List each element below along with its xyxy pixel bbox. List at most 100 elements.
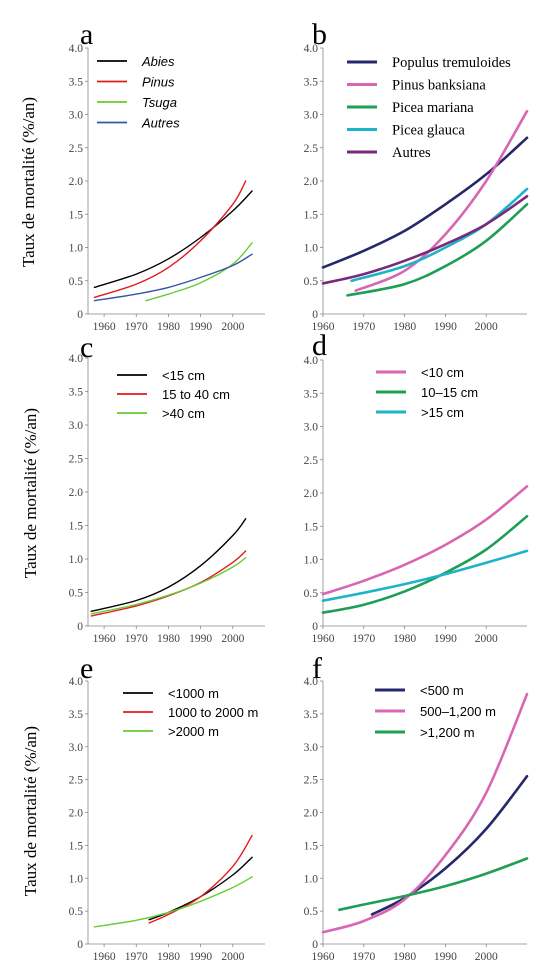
panel-c-y-tick-label: 3.0 — [69, 420, 84, 432]
panel-e-series-0-line — [148, 856, 253, 921]
panel-f-y-tick-label: 2.5 — [304, 775, 319, 787]
panel-f-y-tick-label: 1.5 — [304, 840, 319, 852]
panel-f-x-tick-label: 1960 — [312, 951, 335, 963]
panel-e-y-tick-label: 0.5 — [69, 906, 84, 918]
panel-f-y-tick-label: 0.5 — [304, 906, 319, 918]
panel-c-legend-label-2: >40 cm — [162, 406, 205, 421]
panel-b-x-tick-label: 1960 — [312, 321, 335, 333]
panel-b-x-tick-label: 1970 — [352, 321, 375, 333]
panel-f-legend-label-1: 500–1,200 m — [420, 704, 496, 719]
panel-a-series-1-line — [93, 180, 247, 299]
panel-e-y-tick-label: 0 — [77, 939, 83, 951]
panel-d-y-tick-label: 3.0 — [304, 422, 319, 434]
panel-b-y-tick-label: 3.0 — [304, 110, 319, 122]
panel-a-legend-label-0: Abies — [141, 54, 175, 69]
panel-f-y-tick-label: 4.0 — [304, 676, 319, 688]
panel-d-y-tick-label: 1.5 — [304, 521, 319, 533]
panel-d-x-tick-label: 1980 — [393, 633, 416, 645]
panel-b-y-tick-label: 3.5 — [304, 76, 319, 88]
panel-d-x-tick-label: 2000 — [475, 633, 498, 645]
panel-d-legend-label-0: <10 cm — [421, 365, 464, 380]
panel-b-y-tick-label: 0.5 — [304, 276, 319, 288]
panel-b-x-tick-label: 1990 — [434, 321, 457, 333]
panel-e-legend-label-0: <1000 m — [168, 686, 219, 701]
panel-e-y-tick-label: 1.5 — [69, 840, 84, 852]
panel-e-y-tick-label: 4.0 — [69, 676, 84, 688]
panel-a-series-0-line — [93, 190, 253, 289]
panel-c: c 0 0.5 1.0 1.5 2.0 2.5 3.0 3.5 4.0 1960 1970 1980 19… — [21, 331, 265, 645]
panel-b-series-1-line — [354, 109, 529, 292]
panel-b-series-3-line — [350, 187, 529, 283]
panel-f-legend-label-2: >1,200 m — [420, 725, 475, 740]
panel-b-series-4-line — [321, 195, 529, 285]
panel-b-legend-label-2: Picea mariana — [392, 100, 474, 116]
panel-c-y-tick-label: 1.5 — [69, 521, 84, 533]
panel-c-y-tick-label: 0.5 — [69, 588, 84, 600]
panel-b-series-0-line — [321, 136, 529, 269]
panel-d-y-tick-label: 2.5 — [304, 455, 319, 467]
panel-c-y-tick-label: 1.0 — [69, 554, 84, 566]
panel-f-x-tick-label: 1990 — [434, 951, 457, 963]
panel-c-y-axis-label: Taux de mortalité (%/an) — [21, 408, 40, 578]
panel-b-y-tick-label: 4.0 — [304, 43, 319, 55]
panel-e-y-tick-label: 1.0 — [69, 873, 84, 885]
panel-c-y-tick-label: 3.5 — [69, 387, 84, 399]
panel-b-x-tick-label: 1980 — [393, 321, 416, 333]
panel-f-y-tick-label: 2.0 — [304, 808, 319, 820]
panel-f-y-tick-label: 3.0 — [304, 742, 319, 754]
panel-f-series-1-line — [321, 692, 529, 934]
panel-f-y-tick-label: 1.0 — [304, 873, 319, 885]
panel-a-y-tick-label: 3.5 — [69, 76, 84, 88]
panel-a-x-tick-label: 1960 — [93, 321, 116, 333]
panel-e-series-2-line — [93, 876, 253, 928]
panel-c-y-tick-label: 0 — [77, 621, 83, 633]
panel-e-x-tick-label: 2000 — [221, 951, 244, 963]
panel-c-legend-label-1: 15 to 40 cm — [162, 387, 230, 402]
panel-f-x-tick-label: 1970 — [352, 951, 375, 963]
panel-e-x-tick-label: 1960 — [93, 951, 116, 963]
panel-e-y-tick-label: 3.0 — [69, 742, 84, 754]
panel-b: b 0 0.5 1.0 1.5 2.0 2.5 3.0 3.5 4.0 1960 1970 1980 19… — [304, 18, 529, 333]
panel-a-x-tick-label: 1990 — [189, 321, 212, 333]
panel-f-series-0-line — [370, 775, 529, 916]
panel-a-y-tick-label: 0 — [77, 309, 83, 321]
panel-e-y-axis-label: Taux de mortalité (%/an) — [21, 726, 40, 896]
panel-a-legend-label-1: Pinus — [142, 75, 175, 90]
panel-d-y-tick-label: 4.0 — [304, 355, 319, 367]
panel-b-x-tick-label: 2000 — [475, 321, 498, 333]
panel-b-legend-label-4: Autres — [392, 145, 431, 161]
panel-b-series-2-line — [346, 203, 529, 297]
panel-c-x-tick-label: 2000 — [221, 633, 244, 645]
panel-d-series-1-line — [321, 515, 529, 614]
panel-c-x-tick-label: 1970 — [125, 633, 148, 645]
panel-b-y-tick-label: 2.0 — [304, 176, 319, 188]
panel-d-y-tick-label: 1.0 — [304, 555, 319, 567]
panel-a-y-tick-label: 0.5 — [69, 276, 84, 288]
panel-f-y-tick-label: 3.5 — [304, 709, 319, 721]
panel-a-y-tick-label: 2.0 — [69, 176, 84, 188]
panel-e-y-tick-label: 2.0 — [69, 808, 84, 820]
panel-c-x-tick-label: 1980 — [157, 633, 180, 645]
panel-e-legend-label-1: 1000 to 2000 m — [168, 705, 258, 720]
panel-d-y-tick-label: 2.0 — [304, 488, 319, 500]
panel-d-legend-label-2: >15 cm — [421, 405, 464, 420]
panel-e-letter: e — [80, 652, 93, 685]
panel-d-letter: d — [312, 329, 327, 362]
panel-b-legend-label-0: Populus tremuloides — [392, 55, 511, 71]
panel-e-legend-label-2: >2000 m — [168, 724, 219, 739]
panel-e-y-tick-label: 3.5 — [69, 709, 84, 721]
panel-b-legend-label-3: Picea glauca — [392, 123, 465, 139]
panel-b-y-tick-label: 0 — [312, 309, 318, 321]
panel-b-y-tick-label: 1.5 — [304, 209, 319, 221]
panel-f-legend-label-0: <500 m — [420, 683, 464, 698]
panel-a-y-axis-label: Taux de mortalité (%/an) — [19, 97, 38, 267]
panel-d-y-tick-label: 0.5 — [304, 588, 319, 600]
panel-d-x-tick-label: 1960 — [312, 633, 335, 645]
panel-c-y-tick-label: 2.5 — [69, 454, 84, 466]
panel-d: d 0 0.5 1.0 1.5 2.0 2.5 3.0 3.5 4.0 1960 1970 1980 19… — [304, 329, 529, 645]
panel-e-series-1-line — [148, 834, 253, 924]
panel-c-y-tick-label: 2.0 — [69, 487, 84, 499]
panel-a-x-tick-label: 1970 — [125, 321, 148, 333]
panel-a-series-3-line — [93, 253, 253, 302]
